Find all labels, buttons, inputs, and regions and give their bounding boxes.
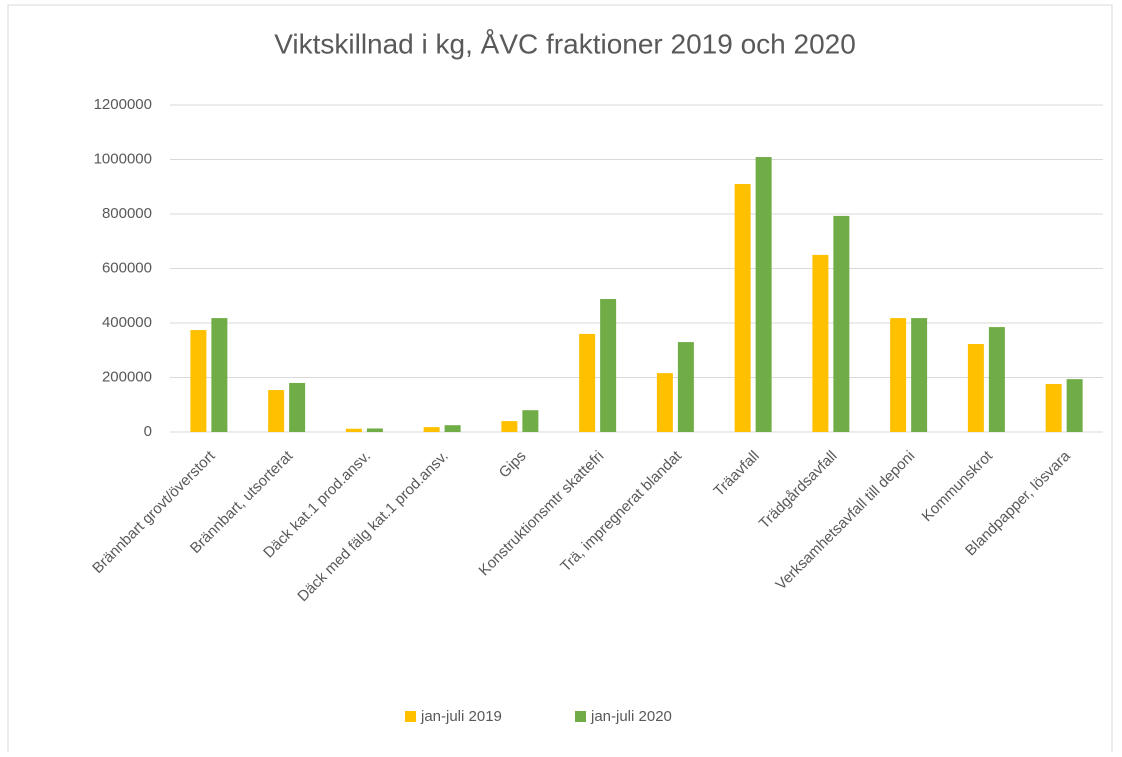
- bar: [366, 428, 383, 432]
- bar: [289, 382, 306, 432]
- bar: [1066, 379, 1083, 432]
- y-tick-label: 1000000: [94, 150, 152, 167]
- bar: [890, 318, 907, 432]
- bar: [423, 427, 440, 432]
- bar: [211, 318, 228, 432]
- bar: [677, 342, 694, 432]
- legend-swatch: [405, 711, 416, 722]
- chart-title: Viktskillnad i kg, ÅVC fraktioner 2019 o…: [274, 28, 856, 59]
- bar: [501, 421, 518, 432]
- bar: [967, 343, 984, 432]
- bar: [988, 327, 1005, 432]
- bar: [656, 373, 673, 432]
- bar: [579, 333, 596, 432]
- bar: [833, 215, 850, 432]
- y-tick-label: 0: [144, 423, 152, 440]
- bar: [911, 318, 928, 432]
- legend-label: jan-juli 2020: [590, 708, 672, 725]
- chart-frame: [7, 4, 1113, 757]
- bar: [444, 425, 461, 432]
- bar: [268, 390, 285, 432]
- y-tick-label: 200000: [102, 368, 152, 385]
- bar: [1045, 384, 1062, 432]
- bar: [600, 299, 617, 432]
- bar: [812, 254, 829, 432]
- bar: [734, 184, 751, 432]
- bar: [522, 410, 539, 432]
- y-tick-label: 400000: [102, 314, 152, 331]
- legend-swatch: [575, 711, 586, 722]
- y-tick-label: 800000: [102, 205, 152, 222]
- y-tick-label: 1200000: [94, 96, 152, 113]
- bar: [345, 428, 362, 432]
- legend-label: jan-juli 2019: [420, 708, 502, 725]
- y-tick-label: 600000: [102, 259, 152, 276]
- bar: [755, 157, 772, 433]
- bar: [190, 330, 207, 432]
